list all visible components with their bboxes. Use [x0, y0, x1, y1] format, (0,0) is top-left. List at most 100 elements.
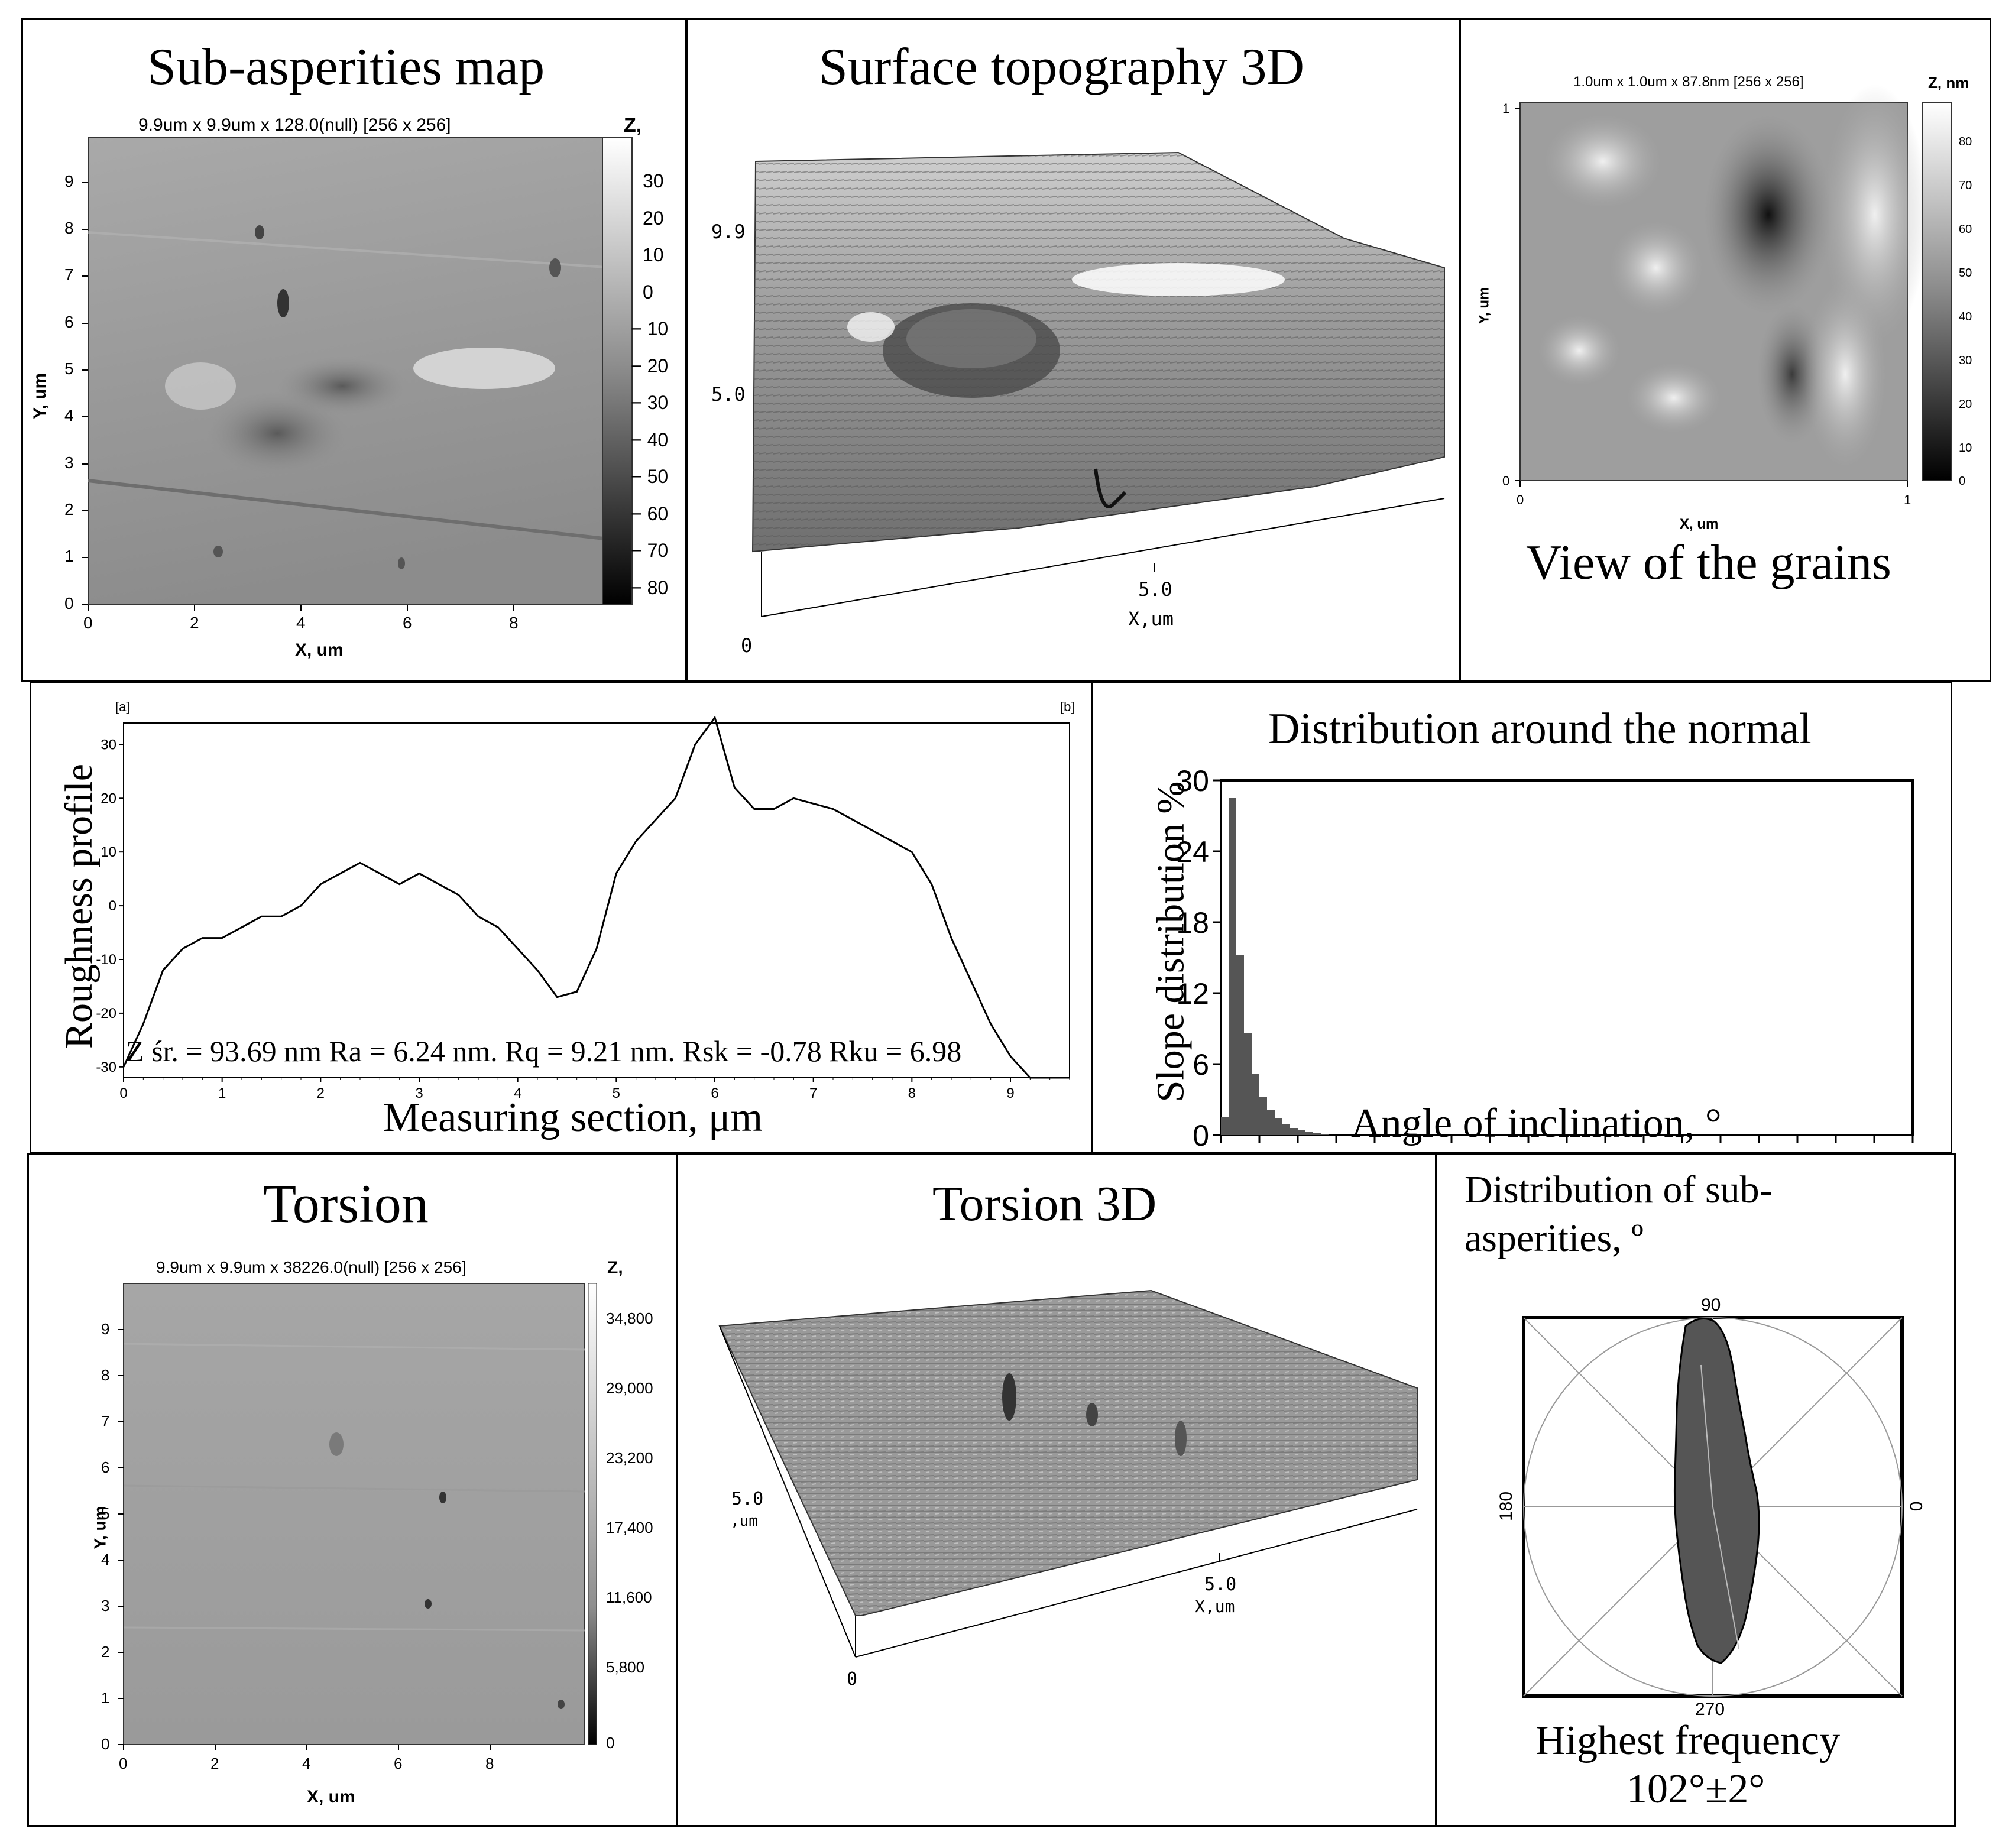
- torsion3d-x-mid-label: 5.0: [1204, 1574, 1237, 1595]
- sub-asperities-scale-tick: 10: [643, 244, 664, 265]
- slope-bar: [1321, 1134, 1329, 1135]
- grains-z-label: Z, nm: [1928, 74, 1969, 92]
- torsion-y-tick: 2: [101, 1643, 110, 1661]
- topo3d-x-label: X,um: [1128, 608, 1174, 630]
- sub-asperities-scale-tick: − 60: [631, 503, 669, 524]
- roughness-y-tick-label: 10: [101, 844, 116, 860]
- roughness-y-tick-label: 0: [109, 898, 116, 914]
- polar-label-0: 0: [1906, 1501, 1926, 1512]
- sub-asperities-scale-tick: − 20: [631, 355, 669, 377]
- grains-y-tick: 0: [1502, 474, 1510, 488]
- torsion-x-tick: 8: [485, 1755, 494, 1772]
- roughness-corner-b: [b]: [1060, 699, 1075, 714]
- roughness-x-tick-label: 6: [711, 1085, 718, 1101]
- grains-scale-tick: 50: [1959, 267, 1972, 280]
- sub-asperities-x-tick: 4: [296, 614, 306, 632]
- polar-distribution-panel: Distribution of sub- asperities, º 90 0 …: [1436, 1153, 1956, 1827]
- torsion-y-tick: 5: [101, 1505, 110, 1522]
- sub-asperities-scale-tick: − 80: [631, 577, 669, 598]
- torsion-z-label: Z,: [607, 1258, 623, 1278]
- sub-asperities-x-tick: 2: [190, 614, 199, 632]
- roughness-y-tick-label: -30: [96, 1059, 116, 1075]
- slope-x-tick-label: 30: [1435, 1150, 1468, 1154]
- grains-panel: 1.0um x 1.0um x 87.8nm [256 x 256] Z, nm…: [1459, 18, 1991, 682]
- torsion-x-tick: 4: [302, 1755, 311, 1772]
- topo3d-x-mid-label: 5.0: [1138, 578, 1172, 601]
- roughness-x-tick-label: 2: [317, 1085, 325, 1101]
- polar-label-180: 180: [1496, 1491, 1517, 1522]
- polar-rose-shape: [1673, 1318, 1760, 1664]
- topo3d-origin-label: 0: [741, 634, 753, 657]
- roughness-x-tick-label: 0: [119, 1085, 127, 1101]
- sub-asperities-y-tick: 4: [64, 406, 74, 424]
- sub-asperities-scale-tick: − 40: [631, 429, 669, 450]
- sub-asperities-scale-tick: − 50: [631, 466, 669, 487]
- slope-bar: [1305, 1132, 1313, 1135]
- grains-scale-tick: 0: [1959, 475, 1966, 488]
- slope-bar: [1290, 1128, 1298, 1135]
- torsion-scale-tick: 0: [606, 1734, 615, 1752]
- sub-asperities-scale-tick: − 70: [631, 540, 669, 561]
- polar-title-line1: Distribution of sub-: [1465, 1168, 1773, 1211]
- slope-x-tick-label: 90: [1896, 1150, 1929, 1154]
- sub-asperities-y-tick: 1: [64, 547, 74, 565]
- grains-scale-tick: 60: [1959, 223, 1972, 236]
- roughness-x-label: Measuring section, μm: [383, 1095, 763, 1140]
- torsion-x-tick: 6: [394, 1755, 403, 1772]
- grains-image: [1515, 85, 1952, 487]
- grains-scale-tick: 30: [1959, 354, 1972, 367]
- surface-topography-3d-title: Surface topography 3D: [819, 38, 1305, 96]
- roughness-x-tick-label: 5: [613, 1085, 620, 1101]
- torsion-y-tick: 0: [101, 1735, 110, 1753]
- torsion-y-tick: 6: [101, 1458, 110, 1476]
- grains-y-tick: 1: [1502, 101, 1510, 116]
- sub-asperities-y-tick: 8: [64, 219, 74, 237]
- torsion-scale-tick: 11,600: [606, 1588, 652, 1606]
- slope-bar: [1229, 798, 1236, 1135]
- sub-asperities-y-tick: 2: [64, 500, 74, 518]
- sub-asperities-y-tick: 9: [64, 172, 74, 190]
- slope-y-tick-label: 6: [1193, 1048, 1209, 1081]
- roughness-y-tick-label: -10: [96, 952, 116, 968]
- torsion-scale-tick: 29,000: [606, 1379, 653, 1397]
- slope-x-tick-label: 75: [1781, 1150, 1814, 1154]
- roughness-x-tick-label: 9: [1006, 1085, 1014, 1101]
- slope-distribution-panel: Distribution around the normal Slope dis…: [1091, 681, 1952, 1154]
- grains-scale-tick: 80: [1959, 135, 1972, 148]
- slope-bar: [1282, 1124, 1290, 1135]
- slope-bar: [1244, 1033, 1252, 1135]
- torsion-y-tick: 4: [101, 1551, 110, 1568]
- polar-title-line2: asperities, º: [1465, 1217, 1644, 1260]
- sub-asperities-map-image: [82, 137, 633, 611]
- torsion-title: Torsion: [263, 1173, 429, 1234]
- torsion-3d-render: [718, 1289, 1418, 1658]
- polar-rose-diagram: [1522, 1316, 1904, 1698]
- topo3d-y-mid-label: 5.0: [711, 383, 746, 406]
- torsion-scale-tick: 5,800: [606, 1658, 645, 1676]
- polar-caption-line1: Highest frequency: [1535, 1718, 1841, 1763]
- torsion-x-tick: 2: [210, 1755, 219, 1772]
- torsion-y-tick: 8: [101, 1366, 110, 1384]
- slope-distribution-chart: 0 6 12 18 24 30 0 15 30 45 60 75 90: [1176, 764, 1929, 1154]
- grains-header: 1.0um x 1.0um x 87.8nm [256 x 256]: [1573, 74, 1804, 90]
- sub-asperities-x-tick: 8: [509, 614, 519, 632]
- torsion3d-y-unit-label: ,um: [730, 1512, 758, 1530]
- sub-asperities-scale-tick: 20: [643, 208, 664, 229]
- polar-caption-line2: 102°±2°: [1627, 1766, 1765, 1812]
- slope-x-tick-label: 60: [1666, 1150, 1699, 1154]
- torsion-x-label: X, um: [307, 1787, 355, 1807]
- slope-y-tick-label: 30: [1176, 764, 1209, 797]
- sub-asperities-z-label: Z,: [624, 114, 642, 137]
- roughness-corner-a: [a]: [115, 699, 130, 714]
- slope-bar: [1298, 1130, 1305, 1135]
- topo3d-y-top-label: 9.9: [711, 221, 746, 243]
- sub-asperities-y-tick: 0: [64, 594, 74, 612]
- slope-x-tick-label: 0: [1213, 1150, 1229, 1154]
- roughness-stats: Z śr. = 93.69 nm Ra = 6.24 nm. Rq = 9.21…: [126, 1035, 962, 1068]
- slope-bar: [1252, 1074, 1259, 1135]
- torsion-3d-panel: Torsion 3D 5.0 ,um 5.0 X,um 0: [676, 1153, 1437, 1827]
- torsion-y-tick: 1: [101, 1689, 110, 1707]
- slope-bar: [1221, 1117, 1229, 1135]
- grains-scale-tick: 40: [1959, 310, 1972, 323]
- sub-asperities-panel: Sub-asperities map 9.9um x 9.9um x 128.0…: [21, 18, 687, 682]
